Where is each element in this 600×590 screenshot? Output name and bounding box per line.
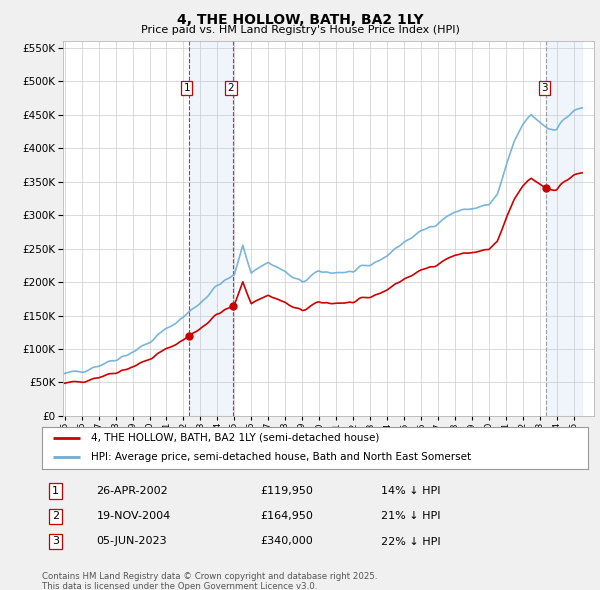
- Text: 21% ↓ HPI: 21% ↓ HPI: [380, 512, 440, 522]
- Bar: [188, 41, 233, 416]
- Text: 3: 3: [52, 536, 59, 546]
- Text: 19-NOV-2004: 19-NOV-2004: [97, 512, 171, 522]
- Text: 22% ↓ HPI: 22% ↓ HPI: [380, 536, 440, 546]
- Text: £164,950: £164,950: [260, 512, 313, 522]
- Text: 1: 1: [184, 83, 190, 93]
- Text: 26-APR-2002: 26-APR-2002: [97, 486, 169, 496]
- Text: HPI: Average price, semi-detached house, Bath and North East Somerset: HPI: Average price, semi-detached house,…: [91, 452, 471, 462]
- Text: 4, THE HOLLOW, BATH, BA2 1LY: 4, THE HOLLOW, BATH, BA2 1LY: [176, 13, 424, 27]
- Text: This data is licensed under the Open Government Licence v3.0.: This data is licensed under the Open Gov…: [42, 582, 317, 590]
- Text: 4, THE HOLLOW, BATH, BA2 1LY (semi-detached house): 4, THE HOLLOW, BATH, BA2 1LY (semi-detac…: [91, 432, 380, 442]
- Text: 1: 1: [52, 486, 59, 496]
- Text: 14% ↓ HPI: 14% ↓ HPI: [380, 486, 440, 496]
- Text: Price paid vs. HM Land Registry's House Price Index (HPI): Price paid vs. HM Land Registry's House …: [140, 25, 460, 35]
- Text: 3: 3: [541, 83, 548, 93]
- Text: Contains HM Land Registry data © Crown copyright and database right 2025.: Contains HM Land Registry data © Crown c…: [42, 572, 377, 581]
- Bar: [547, 41, 582, 416]
- Text: £119,950: £119,950: [260, 486, 313, 496]
- Text: 2: 2: [52, 512, 59, 522]
- Text: 05-JUN-2023: 05-JUN-2023: [97, 536, 167, 546]
- Text: £340,000: £340,000: [260, 536, 313, 546]
- Text: 2: 2: [227, 83, 234, 93]
